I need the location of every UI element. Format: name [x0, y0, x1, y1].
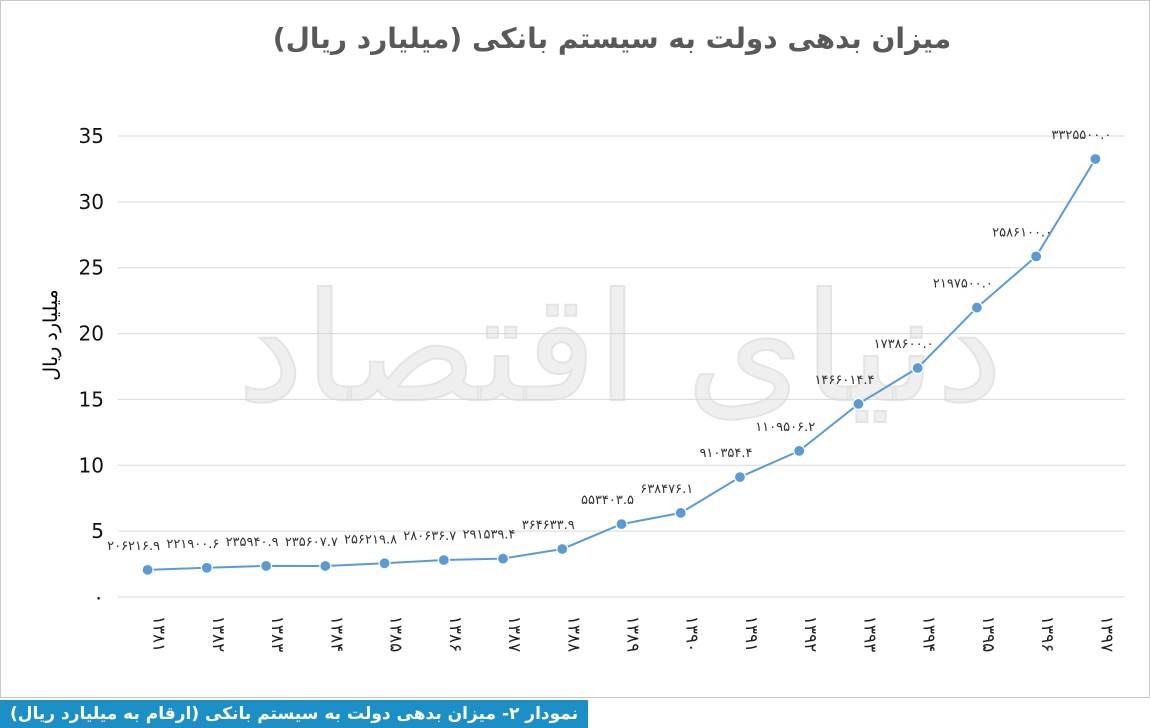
series-markers	[141, 152, 1102, 576]
x-tick-label: ۱۳۹۳	[859, 616, 879, 653]
data-label: ۲۸۰۶۳۶.۷	[403, 529, 456, 544]
data-label: ۶۳۸۴۷۶.۱	[640, 482, 693, 497]
data-point-marker	[437, 553, 450, 567]
y-tick-label: 30	[79, 190, 104, 214]
y-tick-label: 10	[79, 453, 104, 477]
x-tick-label: ۱۳۸۷	[504, 616, 524, 653]
data-point-marker	[496, 552, 510, 565]
y-tick-label: 35	[79, 124, 104, 148]
x-tick-label: ۱۳۹۰	[682, 616, 702, 653]
data-label: ۱۴۶۶۰۱۴.۴	[814, 373, 874, 388]
data-label: ۱۱۰۹۵۰۶.۲	[755, 420, 815, 435]
x-axis-ticks: ۱۳۸۱ ۱۳۸۲ ۱۳۸۳ ۱۳۸۴ ۱۳۸۵ ۱۳۸۶ ۱۳۸۷ ۱۳۸۸ ۱۳۸۹ ۱۳۹۰…	[149, 616, 1117, 653]
x-tick-label: ۱۳۹۴	[919, 616, 939, 653]
chart-title: میزان بدهی دولت به سیستم بانکی (میلیارد …	[273, 22, 951, 55]
x-tick-label: ۱۳۸۸	[563, 616, 583, 653]
data-label: ۱۷۳۸۶۰۰.۰	[874, 337, 934, 352]
figure-caption: نمودار ۲- میزان بدهی دولت به سیستم بانکی…	[10, 704, 579, 724]
line-chart: دنیای اقتصاد میزان بدهی دولت به سیستم با…	[40, 22, 1125, 653]
x-tick-label: ۱۳۹۱	[741, 616, 761, 653]
chart-frame	[0, 0, 1150, 698]
y-axis-ticks: ۰ 5 10 15 20 25 30 35	[79, 124, 104, 609]
data-label: ۲۳۵۹۴۰.۹	[226, 535, 279, 550]
data-label: ۲۱۹۷۵۰۰.۰	[933, 277, 993, 292]
data-label: ۹۱۰۳۵۴.۴	[699, 446, 752, 461]
data-label: ۳۶۴۶۳۳.۹	[522, 518, 575, 533]
x-tick-label: ۱۳۸۲	[208, 616, 228, 653]
y-tick-label: 15	[79, 387, 104, 411]
watermark: دنیای اقتصاد	[237, 262, 1003, 436]
data-point-marker	[141, 563, 154, 576]
data-point-marker	[911, 361, 924, 375]
x-tick-label: ۱۳۹۶	[1037, 616, 1057, 653]
data-point-marker	[1089, 152, 1102, 166]
y-tick-label: 25	[79, 256, 104, 280]
x-tick-label: ۱۳۸۵	[386, 616, 406, 653]
data-labels: ۲۰۶۲۱۶.۹ ۲۲۱۹۰۰.۶ ۲۳۵۹۴۰.۹ ۲۳۵۶۰۷.۷ ۲۵۶۲۱۹.۸…	[107, 128, 1111, 554]
data-label: ۲۳۵۶۰۷.۷	[285, 535, 338, 550]
figure-caption-bar: نمودار ۲- میزان بدهی دولت به سیستم بانکی…	[0, 700, 589, 728]
y-tick-label: 5	[91, 519, 104, 543]
data-point-marker	[319, 559, 332, 573]
data-point-marker	[852, 397, 865, 411]
data-label: ۲۵۸۶۱۰۰.۰	[992, 225, 1052, 240]
x-tick-label: ۱۳۸۶	[445, 616, 465, 653]
data-point-marker	[970, 301, 984, 314]
gridlines	[118, 135, 1125, 598]
x-tick-label: ۱۳۹۲	[800, 616, 820, 653]
data-label: ۲۲۱۹۰۰.۶	[166, 537, 219, 552]
data-point-marker	[378, 557, 391, 570]
x-tick-label: ۱۳۸۱	[149, 616, 169, 653]
x-tick-label: ۱۳۹۷	[1096, 616, 1116, 653]
x-tick-label: ۱۳۸۹	[623, 616, 643, 653]
data-label: ۲۰۶۲۱۶.۹	[107, 539, 160, 554]
y-tick-label: 20	[79, 322, 104, 346]
data-label: ۲۹۱۵۳۹.۴	[463, 528, 516, 543]
x-tick-label: ۱۳۸۳	[267, 616, 287, 653]
data-point-marker	[200, 561, 213, 574]
data-point-marker	[674, 506, 687, 520]
data-point-marker	[259, 559, 273, 573]
data-point-marker	[733, 470, 747, 484]
data-label: ۳۳۲۵۵۰۰.۰	[1051, 128, 1111, 143]
x-tick-label: ۱۳۸۴	[326, 616, 346, 653]
data-label: ۵۵۳۴۰۳.۵	[581, 493, 634, 508]
data-point-marker	[556, 542, 569, 556]
data-point-marker	[615, 518, 628, 531]
x-tick-label: ۱۳۹۵	[978, 616, 998, 653]
data-label: ۲۵۶۲۱۹.۸	[344, 532, 397, 547]
data-point-marker	[793, 444, 806, 457]
y-axis-label: میلیارد ریال	[40, 289, 62, 380]
y-tick-label: ۰	[93, 585, 104, 609]
data-point-marker	[1030, 250, 1043, 263]
